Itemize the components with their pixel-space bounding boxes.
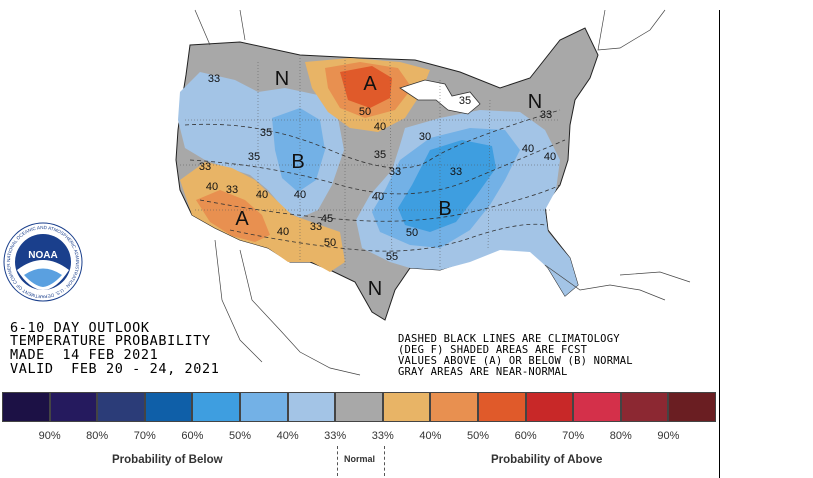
contour-label: 35 — [260, 127, 272, 139]
normal-divider-left — [337, 446, 338, 476]
contour-label: 40 — [374, 121, 386, 133]
note-line4: GRAY AREAS ARE NEAR-NORMAL — [398, 366, 568, 378]
scale-swatch — [335, 392, 383, 422]
contour-label: 50 — [359, 106, 371, 118]
contour-label: 33 — [208, 73, 220, 85]
note-line3: VALUES ABOVE (A) OR BELOW (B) NORMAL — [398, 355, 633, 367]
scale-percent-label: 40% — [276, 430, 299, 442]
scale-swatch — [2, 392, 50, 422]
contour-label: 35 — [459, 95, 471, 107]
right-frame-line — [719, 10, 720, 478]
contour-label: 40 — [277, 226, 289, 238]
note-line2: (DEG F) SHADED AREAS ARE FCST — [398, 344, 588, 356]
outlook-made-date: MADE 14 FEB 2021 — [10, 347, 159, 363]
scale-swatch — [477, 392, 526, 422]
contour-label: 50 — [406, 227, 418, 239]
outlook-title-line2: TEMPERATURE PROBABILITY — [10, 333, 211, 349]
climatology-lines — [184, 109, 566, 252]
contour-label: 40 — [256, 189, 268, 201]
scale-percent-label: 50% — [466, 430, 490, 442]
scale-percent-label: 70% — [133, 430, 156, 442]
contour-label: 33 — [540, 109, 552, 121]
scale-swatch — [620, 392, 669, 422]
contour-label: 45 — [321, 213, 333, 225]
contour-label: 40 — [522, 143, 534, 155]
scale-percent-label: 90% — [38, 430, 61, 442]
contour-label: 33 — [450, 166, 462, 178]
scale-swatch — [192, 392, 240, 422]
above-caption: Probability of Above — [491, 454, 603, 466]
north-above-core — [340, 66, 392, 108]
note-line1: DASHED BLACK LINES ARE CLIMATOLOGY — [398, 333, 620, 345]
normal-divider-right — [384, 446, 385, 476]
scale-percent-label: 33% — [324, 430, 347, 442]
scale-percent-label: 40% — [419, 430, 442, 442]
contour-label: 40 — [294, 189, 306, 201]
contour-label: 55 — [386, 251, 398, 263]
scale-percent-label: 90% — [657, 430, 680, 442]
scale-percent-label: 50% — [228, 430, 252, 442]
neighbor-outlines — [194, 9, 691, 376]
label-n-northeast: N — [528, 91, 542, 113]
contour-label: 35 — [374, 149, 386, 161]
contour-label: 33 — [389, 166, 401, 178]
scale-swatch — [430, 392, 478, 422]
scale-swatch — [287, 392, 336, 422]
scale-percent-label: 33% — [371, 430, 394, 442]
contour-label: 30 — [419, 131, 431, 143]
scale-percent-label: 80% — [609, 430, 632, 442]
outlook-valid-range: VALID FEB 20 - 24, 2021 — [10, 361, 220, 377]
label-a-southwest: A — [235, 208, 249, 230]
state-boundaries — [180, 58, 560, 270]
label-n-northwest: N — [275, 68, 289, 90]
scale-percent-label: 60% — [514, 430, 537, 442]
below-caption: Probability of Below — [112, 454, 223, 466]
scale-swatch — [573, 392, 621, 422]
label-a-north: A — [363, 73, 377, 95]
probability-color-scale — [2, 392, 716, 424]
scale-swatch — [144, 392, 193, 422]
contour-label: 33 — [199, 161, 211, 173]
scale-percent-label: 70% — [562, 430, 585, 442]
scale-swatch — [49, 392, 98, 422]
scale-percent-label: 60% — [181, 430, 204, 442]
contour-label: 40 — [206, 181, 218, 193]
label-b-west: B — [291, 151, 304, 173]
scale-percent-label: 80% — [86, 430, 109, 442]
west-below-core — [272, 108, 325, 192]
scale-swatch — [382, 392, 431, 422]
scale-swatch — [97, 392, 145, 422]
contour-label: 50 — [324, 237, 336, 249]
label-n-south: N — [368, 278, 382, 300]
noaa-logo: NOAA NATIONAL OCEANIC AND ATMOSPHERIC AD… — [0, 0, 83, 302]
scale-swatch — [239, 392, 288, 422]
contour-label: 33 — [310, 221, 322, 233]
east-below-core — [398, 140, 496, 232]
contour-label: 33 — [226, 184, 238, 196]
normal-caption: Normal — [344, 454, 376, 464]
outlook-title-line1: 6-10 DAY OUTLOOK — [10, 320, 150, 336]
great-lakes — [399, 79, 481, 115]
scale-swatch — [525, 392, 574, 422]
label-b-east: B — [438, 198, 451, 220]
contour-label: 40 — [544, 151, 556, 163]
contour-label: 40 — [372, 191, 384, 203]
contour-label: 35 — [248, 151, 260, 163]
scale-swatch — [668, 392, 716, 422]
noaa-logo-text: NOAA — [28, 250, 57, 261]
